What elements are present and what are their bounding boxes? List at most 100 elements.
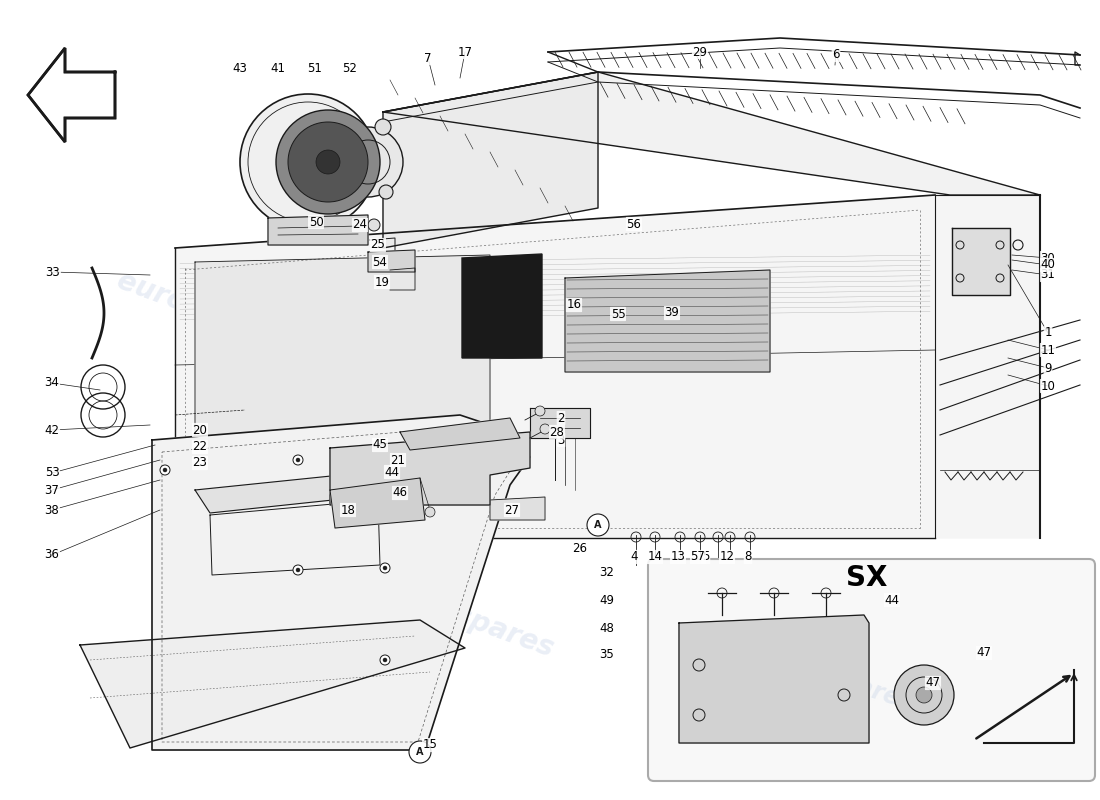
Circle shape bbox=[379, 185, 393, 199]
Circle shape bbox=[296, 568, 300, 572]
Polygon shape bbox=[175, 195, 1040, 538]
Polygon shape bbox=[565, 270, 770, 372]
Circle shape bbox=[409, 741, 431, 763]
Text: 25: 25 bbox=[371, 238, 385, 251]
Circle shape bbox=[383, 566, 387, 570]
Text: 12: 12 bbox=[719, 550, 735, 563]
Text: 51: 51 bbox=[308, 62, 322, 74]
Text: 26: 26 bbox=[572, 542, 587, 554]
Text: 22: 22 bbox=[192, 441, 208, 454]
Circle shape bbox=[333, 127, 403, 197]
Text: 11: 11 bbox=[1041, 343, 1056, 357]
Polygon shape bbox=[195, 472, 380, 513]
Text: 17: 17 bbox=[458, 46, 473, 58]
Text: SX: SX bbox=[846, 564, 888, 592]
Text: 35: 35 bbox=[600, 649, 615, 662]
Text: 55: 55 bbox=[610, 307, 626, 321]
Text: 23: 23 bbox=[192, 457, 208, 470]
Text: 44: 44 bbox=[884, 594, 900, 606]
Circle shape bbox=[540, 424, 550, 434]
Text: 42: 42 bbox=[44, 423, 59, 437]
Circle shape bbox=[415, 745, 425, 755]
Text: 57: 57 bbox=[691, 550, 705, 563]
Text: 10: 10 bbox=[1041, 379, 1055, 393]
FancyBboxPatch shape bbox=[648, 559, 1094, 781]
Text: 44: 44 bbox=[385, 466, 399, 478]
Polygon shape bbox=[28, 48, 115, 142]
Text: 8: 8 bbox=[745, 550, 751, 563]
Text: eurospares: eurospares bbox=[733, 597, 908, 683]
Text: 39: 39 bbox=[664, 306, 680, 319]
Polygon shape bbox=[28, 48, 115, 142]
Text: 47: 47 bbox=[925, 677, 940, 690]
Circle shape bbox=[293, 455, 303, 465]
Circle shape bbox=[894, 665, 954, 725]
Text: 3: 3 bbox=[558, 434, 564, 446]
Polygon shape bbox=[952, 228, 1010, 295]
Polygon shape bbox=[490, 497, 544, 520]
Text: 40: 40 bbox=[1041, 258, 1055, 271]
Text: 21: 21 bbox=[390, 454, 406, 466]
Circle shape bbox=[316, 150, 340, 174]
Text: eurospares: eurospares bbox=[383, 377, 558, 463]
Text: A: A bbox=[416, 747, 424, 757]
Text: 47: 47 bbox=[977, 646, 991, 659]
Text: 16: 16 bbox=[566, 298, 582, 311]
Text: 15: 15 bbox=[422, 738, 438, 751]
Polygon shape bbox=[383, 72, 1040, 195]
Text: 24: 24 bbox=[352, 218, 367, 231]
Text: 49: 49 bbox=[600, 594, 615, 607]
Circle shape bbox=[425, 507, 435, 517]
Circle shape bbox=[288, 122, 368, 202]
Text: 45: 45 bbox=[373, 438, 387, 451]
Text: 27: 27 bbox=[505, 503, 519, 517]
Text: 14: 14 bbox=[648, 550, 662, 563]
Circle shape bbox=[383, 658, 387, 662]
Circle shape bbox=[375, 119, 390, 135]
Polygon shape bbox=[80, 620, 465, 748]
Polygon shape bbox=[679, 615, 869, 743]
Text: 6: 6 bbox=[833, 49, 839, 62]
Circle shape bbox=[293, 565, 303, 575]
Text: eurospares: eurospares bbox=[767, 646, 916, 715]
Circle shape bbox=[368, 219, 379, 231]
Text: 13: 13 bbox=[671, 550, 685, 563]
Text: 18: 18 bbox=[341, 503, 355, 517]
Text: 5: 5 bbox=[702, 550, 710, 563]
Text: 7: 7 bbox=[425, 51, 431, 65]
Text: 41: 41 bbox=[271, 62, 286, 74]
Text: 48: 48 bbox=[600, 622, 615, 634]
Circle shape bbox=[418, 748, 422, 752]
Text: 30: 30 bbox=[1041, 251, 1055, 265]
Text: A: A bbox=[594, 520, 602, 530]
Text: 50: 50 bbox=[309, 215, 323, 229]
Text: 38: 38 bbox=[45, 503, 59, 517]
Circle shape bbox=[296, 458, 300, 462]
Circle shape bbox=[916, 687, 932, 703]
Text: eurospares: eurospares bbox=[383, 577, 558, 663]
Text: 36: 36 bbox=[45, 549, 59, 562]
Polygon shape bbox=[383, 72, 598, 248]
Circle shape bbox=[240, 94, 376, 230]
Text: 32: 32 bbox=[600, 566, 615, 578]
Text: 1: 1 bbox=[1044, 326, 1052, 339]
Polygon shape bbox=[462, 254, 542, 358]
Circle shape bbox=[379, 563, 390, 573]
Polygon shape bbox=[330, 478, 425, 528]
Text: 28: 28 bbox=[550, 426, 564, 438]
Text: 56: 56 bbox=[627, 218, 641, 230]
Text: 52: 52 bbox=[342, 62, 358, 74]
Polygon shape bbox=[400, 418, 520, 450]
Text: 54: 54 bbox=[373, 255, 387, 269]
Text: 53: 53 bbox=[45, 466, 59, 479]
Polygon shape bbox=[195, 255, 490, 530]
Text: 20: 20 bbox=[192, 423, 208, 437]
Text: 46: 46 bbox=[393, 486, 407, 499]
Polygon shape bbox=[330, 432, 530, 505]
Circle shape bbox=[587, 514, 609, 536]
Text: 19: 19 bbox=[374, 275, 389, 289]
Text: 2: 2 bbox=[558, 411, 564, 425]
Polygon shape bbox=[530, 408, 590, 438]
Text: eurospares: eurospares bbox=[673, 252, 847, 338]
Polygon shape bbox=[152, 415, 530, 750]
